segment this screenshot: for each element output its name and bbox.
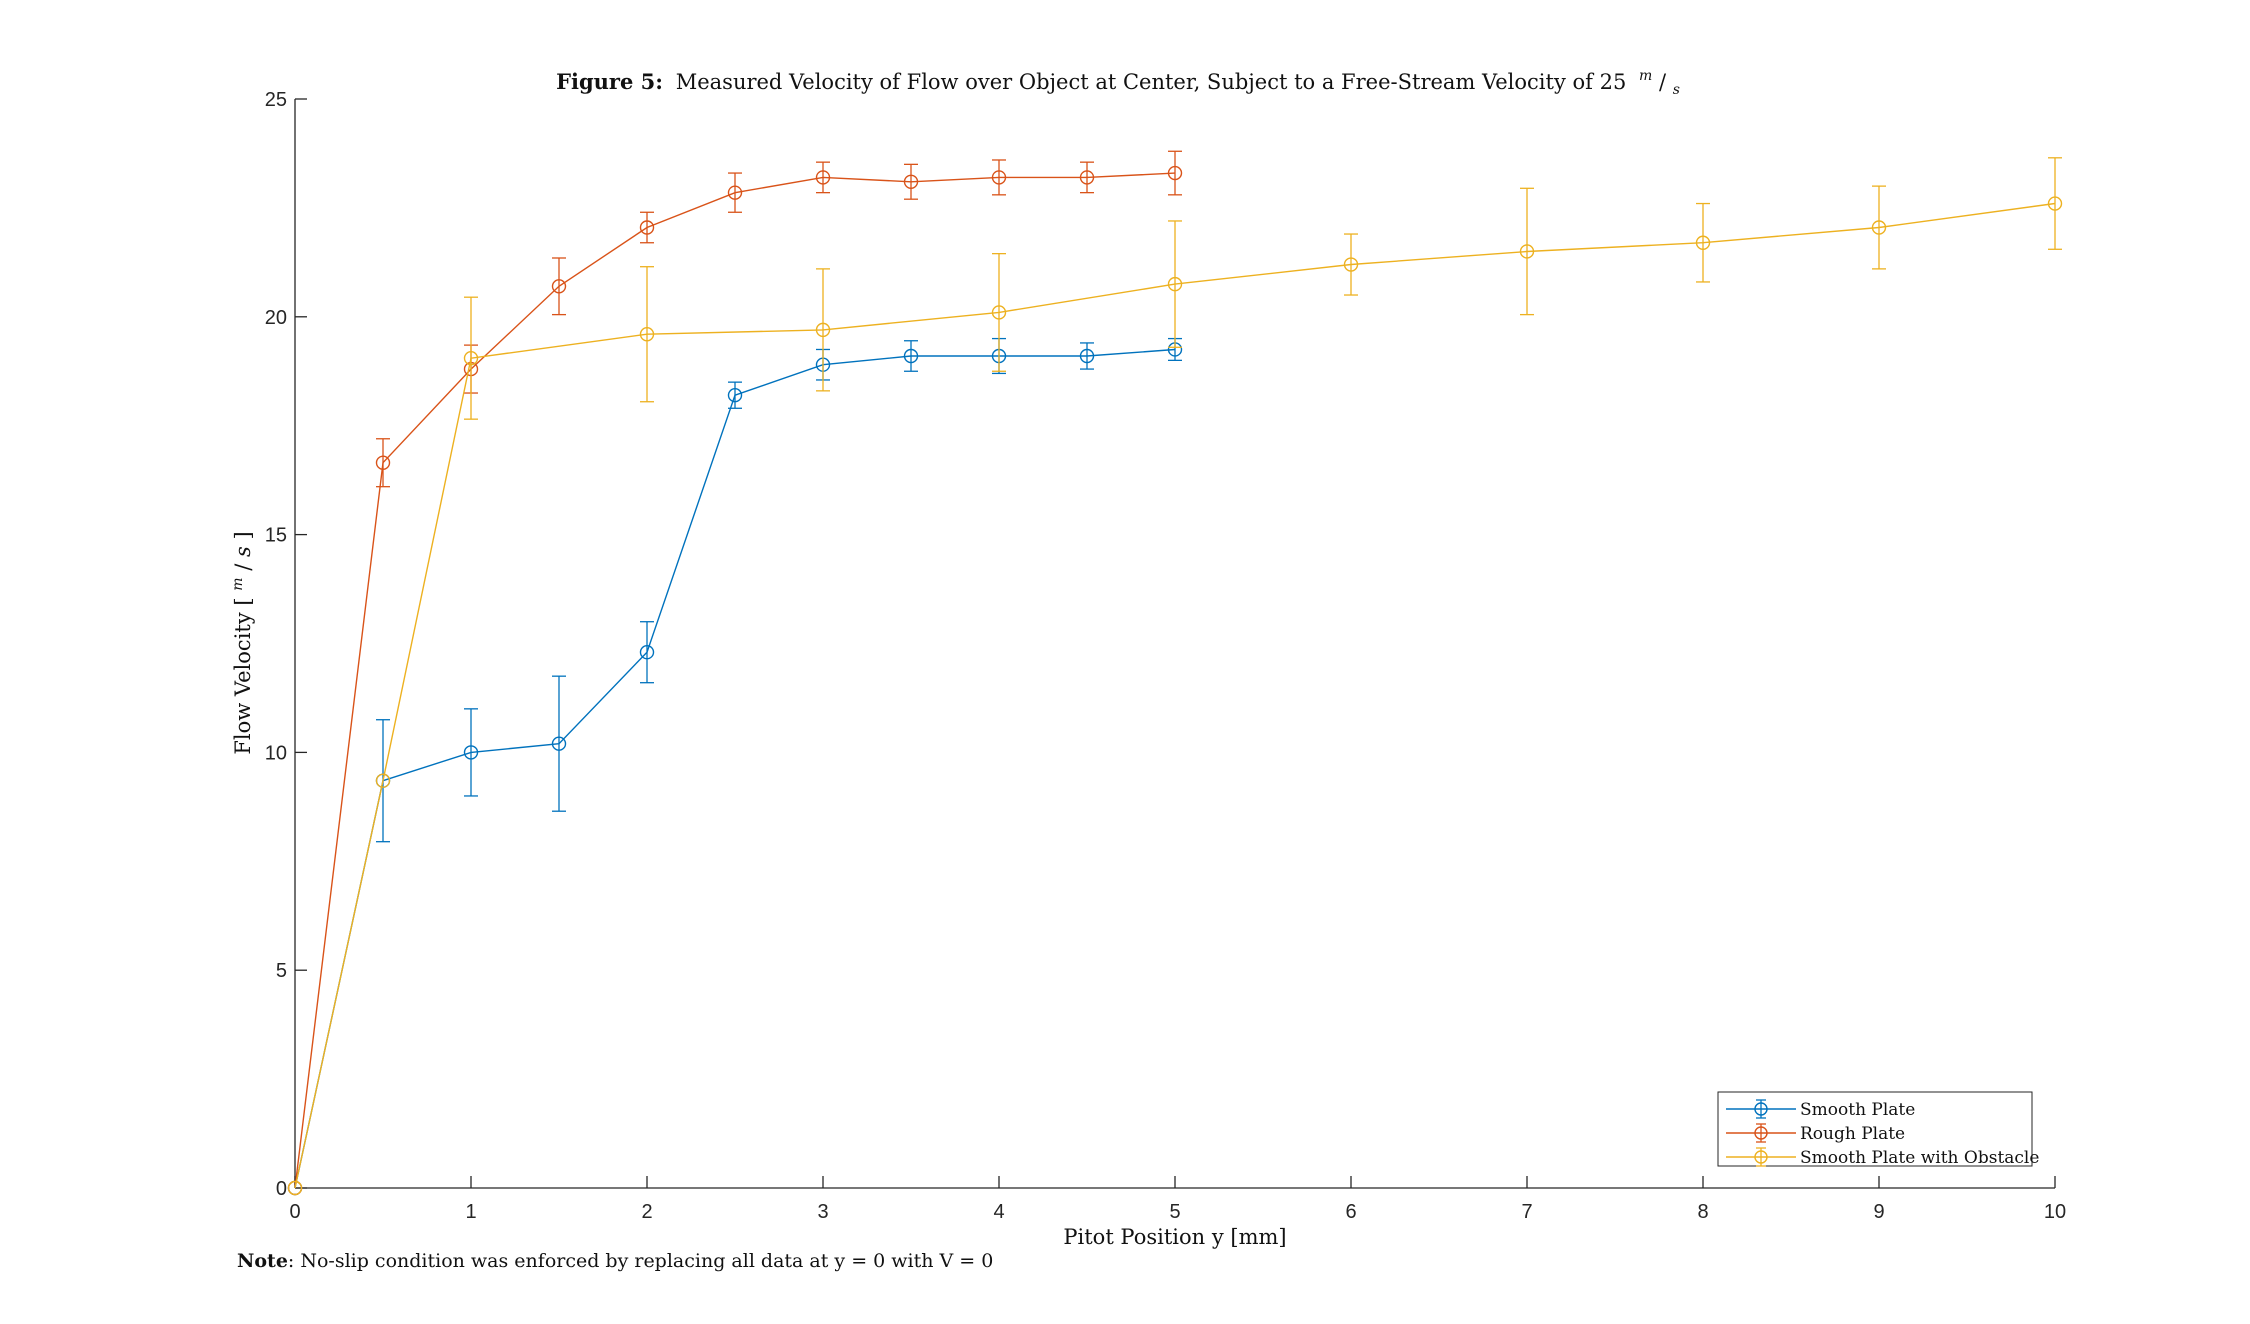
y-tick-label: 25: [265, 89, 287, 111]
x-axis-label: Pitot Position y [mm]: [1063, 1225, 1286, 1249]
data-point: [727, 185, 743, 200]
legend-marker: [1754, 1102, 1768, 1116]
data-point: [287, 1180, 303, 1196]
data-point: [903, 348, 919, 364]
x-ticks: 0 1 2 3 4 5 6 7 8 9 10: [289, 1176, 2066, 1223]
y-axis-label-prefix: Flow Velocity [: [231, 597, 255, 754]
y-axis-label-unit-slash: /: [231, 563, 255, 571]
data-point: [639, 220, 655, 235]
data-point: [463, 350, 479, 366]
legend-label: Rough Plate: [1800, 1124, 1905, 1144]
legend-entry: Rough Plate: [1726, 1123, 1905, 1144]
data-point: [727, 388, 743, 403]
data-point: [815, 322, 831, 338]
y-tick-label: 0: [276, 1178, 287, 1200]
chart-title-unit-num: m: [1639, 68, 1652, 84]
chart-note-text: : No-slip condition was enforced by repl…: [288, 1250, 993, 1272]
series-line: [294, 172, 1176, 1189]
legend-box: [1717, 1091, 2033, 1167]
y-axis-label-unit-den: s: [231, 546, 255, 557]
series-2: [287, 150, 1183, 1196]
data-point: [991, 305, 1007, 320]
series-1: [287, 337, 1183, 1196]
data-point: [375, 455, 391, 470]
y-axis-label-suffix: ]: [231, 531, 255, 539]
y-tick-label: 20: [265, 307, 287, 329]
data-point: [463, 745, 479, 760]
data-point: [1079, 348, 1095, 364]
data-point: [1167, 165, 1183, 181]
data-point: [903, 174, 919, 189]
data-point: [551, 279, 567, 294]
data-point: [375, 773, 391, 788]
chart-title-text: Measured Velocity of Flow over Object at…: [676, 70, 1627, 94]
x-tick-label: 10: [2044, 1201, 2066, 1223]
legend-entry: Smooth Plate with Obstacle: [1726, 1147, 2039, 1168]
legend-label: Smooth Plate: [1800, 1100, 1915, 1120]
legend-marker: [1754, 1126, 1768, 1140]
x-tick-label: 4: [993, 1201, 1004, 1223]
legend: Smooth Plate Rough Plate Smooth Plate with…: [1717, 1091, 2039, 1168]
data-point: [551, 736, 567, 751]
chart-note-bold: Note: [237, 1250, 288, 1272]
data-point: [1343, 257, 1359, 272]
chart-title-bold: Figure 5:: [556, 69, 663, 94]
data-point: [991, 170, 1007, 185]
series-line: [294, 202, 2056, 1189]
y-axis-label: Flow Velocity [ m / s ]: [223, 531, 255, 754]
y-axis-label-unit-num: m: [230, 577, 246, 590]
series-3: [287, 157, 2063, 1196]
x-tick-label: 9: [1873, 1201, 1884, 1223]
x-tick-label: 0: [289, 1201, 300, 1223]
data-point: [1079, 170, 1095, 185]
x-tick-label: 8: [1697, 1201, 1708, 1223]
series-layer: [287, 150, 2063, 1196]
y-tick-label: 15: [265, 525, 287, 547]
x-tick-label: 7: [1521, 1201, 1532, 1223]
x-tick-label: 1: [465, 1201, 476, 1223]
legend-label: Smooth Plate with Obstacle: [1800, 1148, 2039, 1168]
y-ticks: 0 5 10 15 20 25: [265, 89, 307, 1200]
data-point: [2047, 196, 2063, 211]
y-tick-label: 10: [265, 742, 287, 764]
chart-note: Note: No-slip condition was enforced by …: [237, 1250, 993, 1272]
data-point: [1871, 220, 1887, 235]
x-tick-label: 5: [1169, 1201, 1180, 1223]
chart-title-unit-slash: /: [1659, 70, 1667, 94]
chart-title: Figure 5: Measured Velocity of Flow over…: [556, 61, 1680, 98]
data-point: [815, 170, 831, 185]
legend-marker: [1754, 1150, 1768, 1164]
x-tick-label: 2: [641, 1201, 652, 1223]
series-line: [294, 348, 1176, 1189]
x-tick-label: 6: [1345, 1201, 1356, 1223]
data-point: [1519, 244, 1535, 259]
data-point: [639, 327, 655, 342]
chart-title-unit-den: s: [1673, 82, 1680, 98]
data-point: [1167, 276, 1183, 292]
data-point: [1695, 235, 1711, 250]
legend-entry: Smooth Plate: [1726, 1099, 1915, 1120]
y-tick-label: 5: [276, 960, 287, 982]
x-tick-label: 3: [817, 1201, 828, 1223]
data-point: [639, 645, 655, 660]
